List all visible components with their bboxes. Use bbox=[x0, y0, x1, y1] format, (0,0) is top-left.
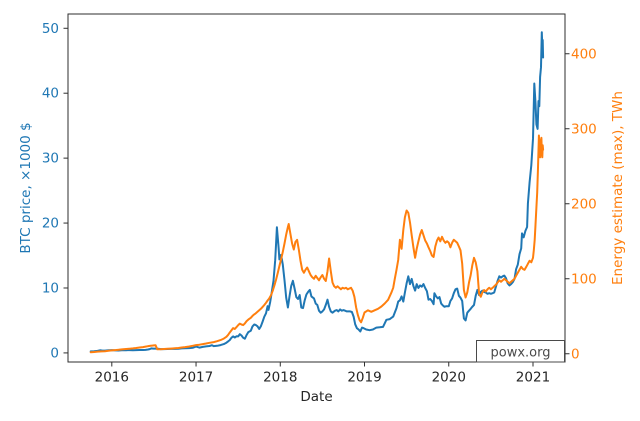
left-tick-label: 30 bbox=[42, 151, 59, 167]
x-tick-label: 2019 bbox=[347, 370, 381, 386]
btc-price-line bbox=[89, 31, 545, 353]
axis-ticks bbox=[63, 27, 570, 367]
watermark-box: powx.org bbox=[476, 340, 565, 363]
right-tick-label: 0 bbox=[571, 346, 580, 362]
right-tick-label: 400 bbox=[571, 46, 597, 62]
right-tick-labels: 0 100 200 300 400 bbox=[571, 46, 597, 362]
right-tick-label: 100 bbox=[571, 271, 597, 287]
left-tick-labels: 0 10 20 30 40 50 bbox=[42, 21, 59, 362]
x-tick-label: 2021 bbox=[516, 370, 550, 386]
left-tick-label: 10 bbox=[42, 280, 59, 296]
left-tick-label: 20 bbox=[42, 216, 59, 232]
right-axis-label: Energy estimate (max), TWh bbox=[610, 91, 626, 285]
left-tick-label: 40 bbox=[42, 86, 59, 102]
watermark-text: powx.org bbox=[491, 346, 551, 361]
plot-frame bbox=[67, 13, 566, 363]
x-tick-label: 2020 bbox=[432, 370, 466, 386]
left-tick-label: 50 bbox=[42, 21, 59, 37]
left-tick-label: 0 bbox=[50, 345, 59, 361]
data-series bbox=[89, 31, 545, 354]
watermark-frame bbox=[476, 340, 565, 363]
x-axis-label: Date bbox=[300, 389, 332, 405]
right-tick-label: 200 bbox=[571, 196, 597, 212]
right-tick-label: 300 bbox=[571, 121, 597, 137]
x-tick-label: 2016 bbox=[95, 370, 129, 386]
energy-estimate-line bbox=[89, 134, 545, 354]
x-tick-label: 2017 bbox=[179, 370, 213, 386]
x-tick-labels: 2016 2017 2018 2019 2020 2021 bbox=[95, 370, 551, 386]
left-axis-label: BTC price, ×1000 $ bbox=[18, 122, 34, 253]
x-tick-label: 2018 bbox=[263, 370, 297, 386]
